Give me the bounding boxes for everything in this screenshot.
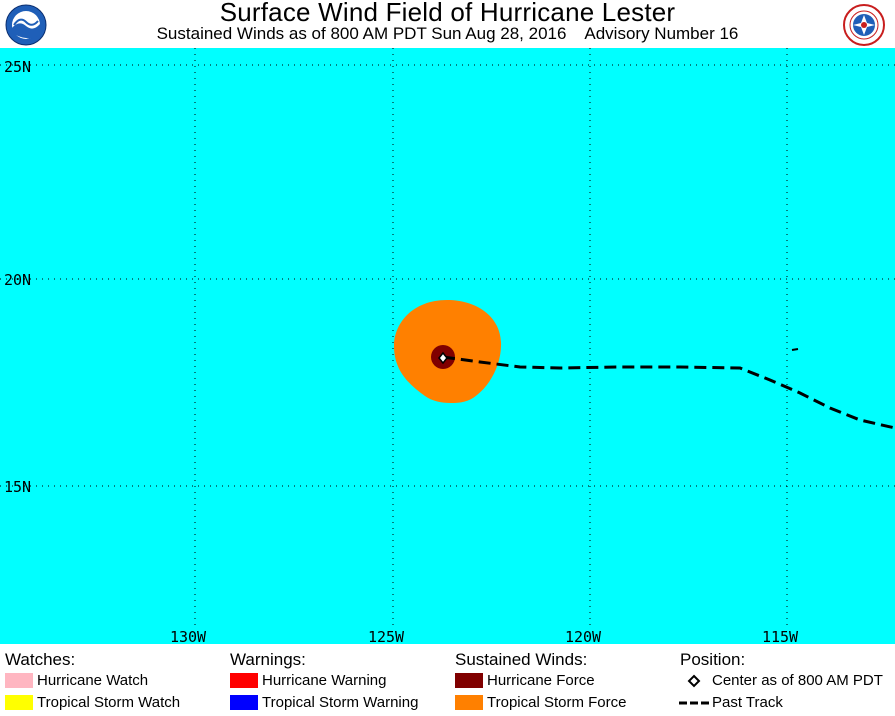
center-position-label: Center as of 800 AM PDT — [712, 672, 883, 689]
legend-position-heading: Position: — [680, 650, 746, 669]
legend-warnings-heading: Warnings: — [230, 650, 306, 669]
storm-center-diamond-icon — [438, 351, 448, 365]
tropical-storm-warning-swatch — [230, 695, 258, 710]
hurricane-watch-label: Hurricane Watch — [37, 672, 149, 689]
legend-watches-heading: Watches: — [5, 650, 76, 669]
lon-label-125w: 125W — [368, 628, 405, 644]
past-track-line — [442, 355, 895, 430]
map-canvas: 25N 20N 15N 130W 125W 120W 115W — [0, 48, 895, 644]
nws-logo-icon — [843, 4, 885, 46]
map-subtitle: Sustained Winds as of 800 AM PDT Sun Aug… — [156, 24, 739, 43]
dashed-line-icon — [679, 701, 709, 705]
header: Surface Wind Field of Hurricane Lester S… — [0, 0, 895, 46]
lat-label-20n: 20N — [4, 271, 31, 289]
past-track-label: Past Track — [712, 694, 783, 711]
tropical-storm-force-swatch — [455, 695, 483, 710]
noaa-logo-icon — [5, 4, 47, 46]
tropical-storm-warning-label: Tropical Storm Warning — [262, 694, 419, 711]
wind-field-map: 25N 20N 15N 130W 125W 120W 115W — [0, 48, 895, 644]
small-track-mark — [791, 348, 799, 351]
tropical-storm-watch-swatch — [5, 695, 33, 710]
hurricane-watch-swatch — [5, 673, 33, 688]
legend-winds-heading: Sustained Winds: — [455, 650, 588, 669]
diamond-marker-icon — [687, 674, 701, 688]
legend: Watches: Hurricane Watch Tropical Storm … — [0, 644, 895, 716]
gridlines — [0, 48, 895, 628]
hurricane-force-swatch — [455, 673, 483, 688]
lat-label-25n: 25N — [4, 58, 31, 76]
lat-label-15n: 15N — [4, 478, 31, 496]
lon-label-115w: 115W — [762, 628, 799, 644]
lon-label-130w: 130W — [170, 628, 207, 644]
map-title: Surface Wind Field of Hurricane Lester — [219, 0, 676, 27]
hurricane-warning-label: Hurricane Warning — [262, 672, 387, 689]
tropical-storm-force-label: Tropical Storm Force — [487, 694, 627, 711]
hurricane-warning-swatch — [230, 673, 258, 688]
hurricane-force-label: Hurricane Force — [487, 672, 595, 689]
lon-label-120w: 120W — [565, 628, 602, 644]
tropical-storm-watch-label: Tropical Storm Watch — [37, 694, 181, 711]
